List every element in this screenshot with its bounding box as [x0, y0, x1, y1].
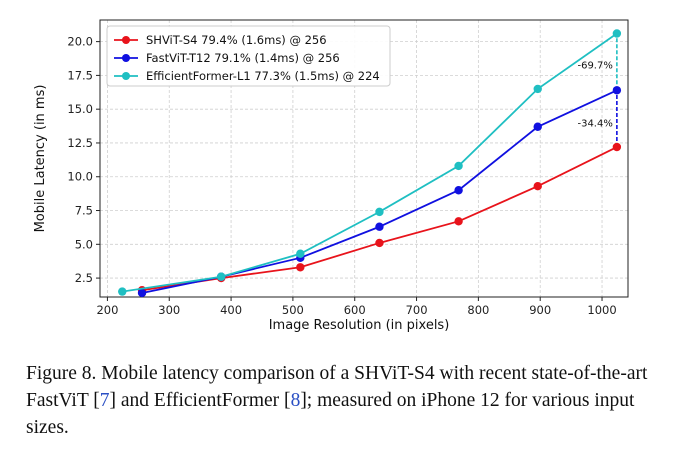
x-tick-label: 600: [344, 303, 366, 317]
data-point: [612, 29, 622, 38]
data-point: [454, 217, 463, 226]
x-tick-label: 800: [467, 303, 489, 317]
y-tick-label: 15.0: [67, 102, 93, 116]
data-point: [612, 142, 622, 152]
y-tick-label: 10.0: [67, 170, 93, 184]
caption-suffix: ]; measured on iPhone 12 for various inp…: [26, 390, 635, 438]
data-point: [118, 287, 127, 296]
annotation-label: -34.4%: [577, 119, 612, 130]
figure-caption: Figure 8. Mobile latency comparison of a…: [26, 360, 666, 441]
series-line: [141, 89, 618, 294]
caption-ref-7[interactable]: 7: [99, 390, 110, 411]
data-point: [137, 288, 147, 298]
data-point: [296, 249, 305, 258]
x-tick-label: 500: [282, 303, 304, 317]
data-point: [454, 161, 463, 171]
data-point: [533, 182, 542, 191]
x-tick-label: 400: [220, 303, 242, 317]
legend-label: EfficientFormer-L1 77.3% (1.5ms) @ 224: [146, 69, 380, 83]
data-point: [375, 222, 384, 231]
x-tick-label: 300: [158, 303, 180, 317]
chart-figure: 200 300 400 500 600 700 800 900 1000 2.5 5.0 7.5 10.…: [33, 19, 629, 333]
data-point: [612, 86, 622, 95]
caption-middle: ] and EfficientFormer [: [109, 390, 291, 411]
data-point: [375, 238, 384, 248]
caption-ref-8[interactable]: 8: [290, 390, 301, 411]
latency-line-chart: 200 300 400 500 600 700 800 900 1000 2.5 5.0 7.5 10.…: [33, 19, 629, 333]
y-tick-label: 17.5: [67, 68, 93, 82]
legend-swatch-marker: [122, 72, 130, 80]
data-point: [296, 263, 305, 272]
legend-swatch-marker: [122, 54, 130, 62]
legend-box: [106, 25, 391, 87]
data-point: [216, 272, 226, 281]
y-tick-label: 7.5: [75, 204, 93, 218]
data-point: [533, 84, 542, 94]
legend-label: SHViT-S4 79.4% (1.6ms) @ 256: [146, 33, 327, 47]
annotation-label: -69.7%: [577, 61, 612, 72]
legend-swatch-marker: [122, 36, 130, 44]
x-tick-label: 700: [406, 303, 428, 317]
y-tick-label: 2.5: [75, 271, 93, 285]
data-point: [533, 122, 542, 131]
x-tick-label: 200: [96, 303, 118, 317]
series-line: [141, 146, 618, 292]
legend: SHViT-S4 79.4% (1.6ms) @ 256 FastViT-T12 …: [106, 25, 391, 87]
plot-frame: [99, 19, 629, 298]
y-tick-label: 20.0: [67, 35, 93, 49]
caption-prefix: Figure 8. Mobile latency comparison of a…: [26, 363, 648, 411]
x-tick-label: 900: [529, 303, 551, 317]
y-axis-title: Mobile Latency (in ms): [33, 85, 48, 233]
legend-label: FastViT-T12 79.1% (1.4ms) @ 256: [146, 51, 340, 65]
data-point: [375, 207, 384, 217]
y-tick-label: 5.0: [75, 237, 93, 251]
x-axis-title: Image Resolution (in pixels): [269, 318, 450, 333]
x-tick-label: 1000: [587, 303, 616, 317]
y-tick-label: 12.5: [67, 136, 93, 150]
data-point: [454, 186, 463, 195]
